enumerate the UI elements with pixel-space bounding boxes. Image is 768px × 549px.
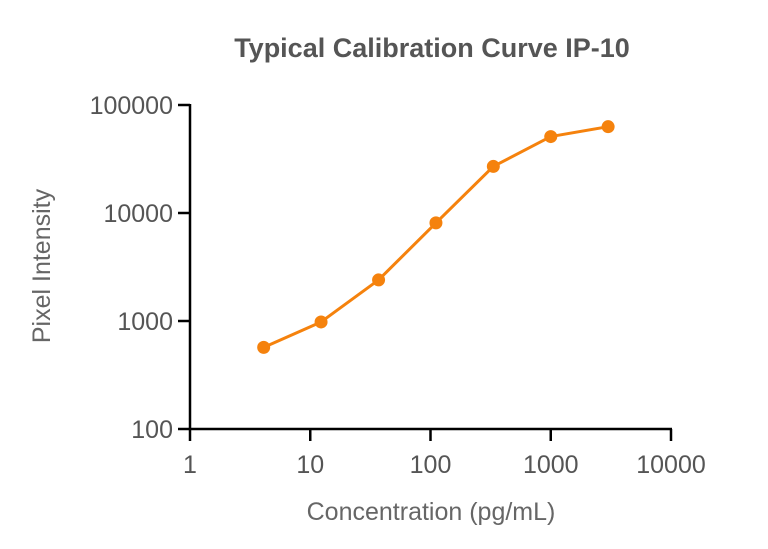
series-layer — [257, 120, 615, 354]
data-point — [601, 120, 615, 134]
x-axis-ticks: 1 10 100 1000 10000 — [183, 429, 706, 479]
data-point — [429, 216, 443, 230]
y-axis-label: Pixel Intensity — [28, 188, 56, 343]
x-tick-label: 10 — [296, 451, 324, 479]
x-tick-label: 1000 — [523, 451, 579, 479]
data-point — [314, 315, 328, 329]
x-tick-label: 10000 — [636, 451, 706, 479]
y-tick-label: 100 — [131, 416, 173, 444]
x-tick-label: 100 — [410, 451, 452, 479]
x-tick-label: 1 — [183, 451, 197, 479]
x-axis-label: Concentration (pg/mL) — [307, 498, 556, 526]
data-point — [544, 130, 558, 144]
series-line — [263, 125, 609, 349]
data-point — [257, 340, 271, 354]
data-point — [372, 273, 386, 287]
y-tick-label: 100000 — [90, 92, 173, 120]
y-tick-label: 1000 — [117, 308, 173, 336]
data-point — [486, 159, 500, 173]
chart-title: Typical Calibration Curve IP-10 — [234, 33, 630, 63]
y-axis-ticks: 100 1000 10000 100000 — [90, 92, 190, 444]
y-tick-label: 10000 — [103, 200, 173, 228]
